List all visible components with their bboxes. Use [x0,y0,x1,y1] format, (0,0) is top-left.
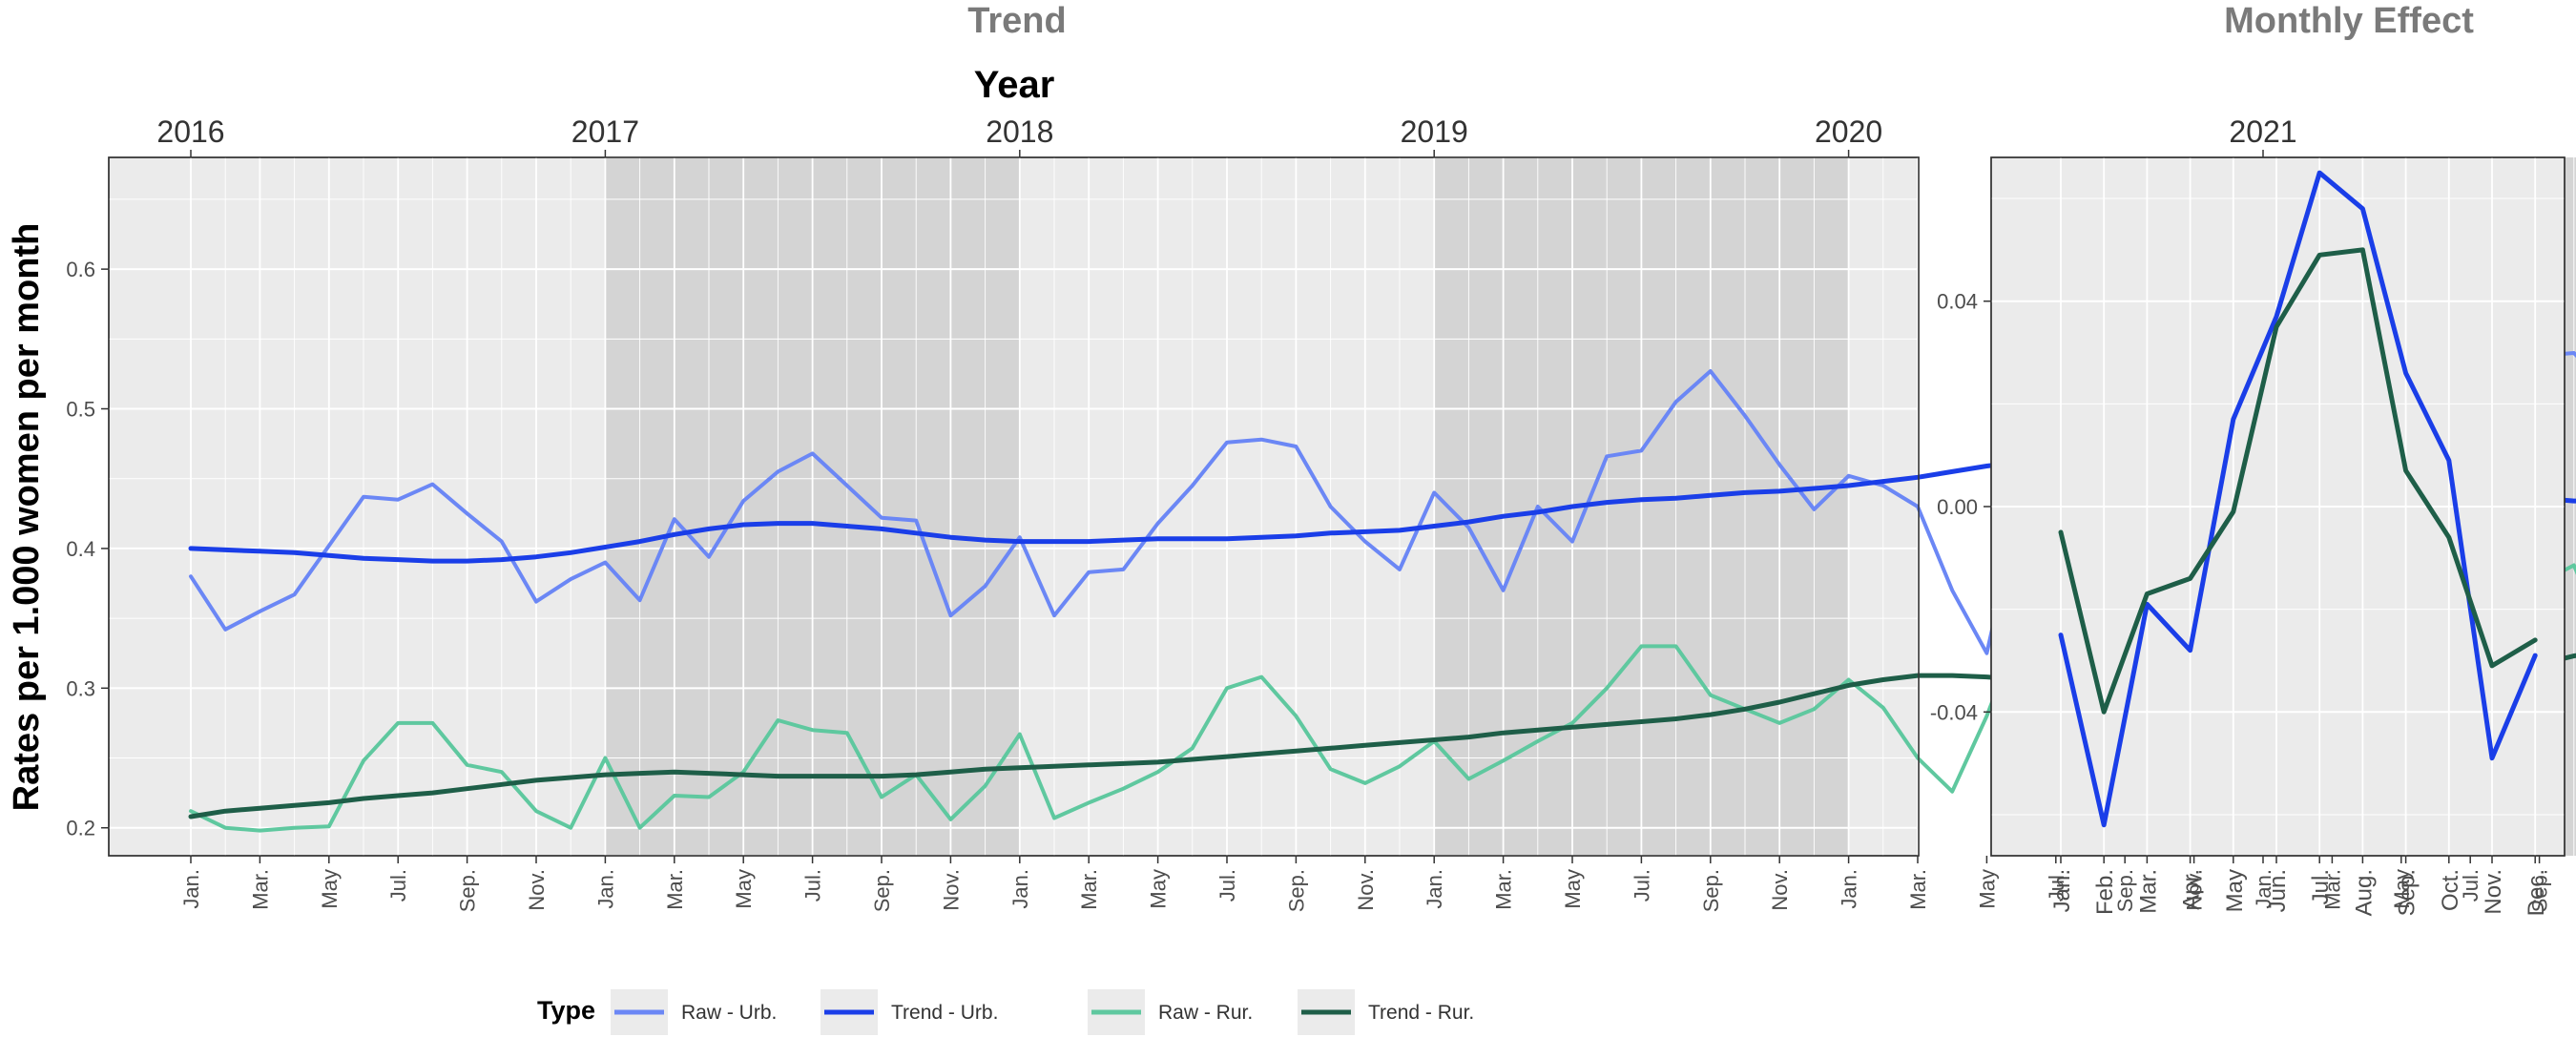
trend-month-label: Sep. [870,869,894,912]
trend-year-label: 2019 [1401,114,1468,149]
monthly-line-rur [2058,247,2538,715]
monthly-ytick-label: 0.00 [1937,495,1978,519]
trend-month-label: Sep. [2113,869,2137,912]
trend-month-label: Nov. [525,869,549,911]
trend-month-label: Mar. [1906,869,1930,910]
trend-month-label: Jul. [2459,869,2483,902]
monthly-series-lines [2058,170,2538,828]
legend-item-label: Raw - Urb. [681,1002,777,1024]
trend-year-label: 2016 [156,114,224,149]
trend-month-label: Mar. [1077,869,1101,910]
trend-month-label: Jul. [386,869,410,902]
trend-ytick-label: 0.4 [66,537,95,561]
trend-year-label: 2021 [2229,114,2296,149]
trend-month-label: Jan. [593,869,617,909]
trend-year-label: 2020 [1815,114,1882,149]
trend-month-label: May [1561,869,1585,909]
trend-month-label: Nov. [939,869,963,911]
monthly-month-label: Oct. [2438,869,2463,911]
monthly-effect-panel-title: Monthly Effect [2224,1,2474,41]
trend-month-label: Nov. [1354,869,1378,911]
trend-month-label: May [318,869,342,909]
series-line-trend-rur [188,653,2576,819]
trend-month-label: Sep. [1699,869,1723,912]
trend-ytick-label: 0.2 [66,817,95,840]
trend-ytick-label: 0.3 [66,676,95,700]
monthly-y-ticks: -0.04 0.00 0.04 [1930,290,1991,724]
trend-month-ticks: Jan. Mar. May Jul. Sep. Nov. Jan. Mar. May Jul. Se… [179,856,2552,912]
monthly-month-label: Aug. [2351,869,2377,916]
trend-month-label: Jul. [1630,869,1653,902]
trend-month-label: Sep. [1284,869,1308,912]
trend-year-label: 2017 [571,114,639,149]
monthly-month-label: Nov. [2481,869,2506,915]
trend-y-ticks: 0.2 0.3 0.4 0.5 0.6 [66,258,109,840]
monthly-month-label: Mar. [2135,869,2161,914]
trend-month-label: Jan. [179,869,203,909]
year-axis-title: Year [974,64,1055,106]
series-line-raw-urb [189,351,2576,655]
trend-month-label: May [2390,869,2414,909]
trend-month-label: Mar. [248,869,272,910]
monthly-ytick-label: -0.04 [1930,700,1978,724]
monthly-ytick-label: 0.04 [1937,290,1978,314]
legend-items: Raw - Urb. Trend - Urb. Raw - Rur. Trend - … [611,989,1474,1035]
monthly-line-urb [2058,170,2538,828]
trend-series-lines [188,351,2576,833]
trend-month-label: Jul. [2045,869,2068,902]
legend-item-label: Trend - Urb. [891,1002,998,1024]
trend-month-label: Mar. [2320,869,2344,910]
monthly-month-label: Jan. [2049,869,2075,912]
trend-month-label: Jul. [801,869,825,902]
legend: Type Raw - Urb. Trend - Urb. Raw - Rur. Tre… [537,989,1474,1035]
monthly-gridlines [1991,157,2565,856]
trend-month-label: Jan. [1008,869,1032,909]
trend-month-label: May [732,869,756,909]
trend-month-label: May [1975,869,1999,909]
monthly-month-label: Apr. [2179,869,2205,910]
trend-month-label: May [1147,869,1171,909]
monthly-x-ticks: Jan. Feb. Mar. Apr. May Jun. Jul. Aug. Sep. Oct. N… [2049,856,2549,916]
trend-month-label: Mar. [1492,869,1516,910]
trend-month-label: Jan. [2252,869,2275,909]
trend-ytick-label: 0.6 [66,258,95,281]
trend-month-label: Sep. [2528,869,2552,912]
trend-month-label: Jul. [1215,869,1239,902]
trend-year-label: 2018 [986,114,1053,149]
trend-month-label: Nov. [2183,869,2207,911]
monthly-month-label: Jun. [2265,869,2291,912]
monthly-month-label: Dec. [2524,869,2549,916]
monthly-month-label: Feb. [2092,869,2118,915]
legend-item-label: Raw - Rur. [1158,1002,1253,1024]
monthly-effect-panel: -0.04 0.00 0.04 Jan. Feb. Mar. Apr. May Jun. Jul… [1930,156,2566,916]
legend-item-label: Trend - Rur. [1368,1002,1474,1024]
trend-month-label: Nov. [1768,869,1792,911]
series-line-raw-rur [189,563,2576,833]
trend-month-label: Mar. [663,869,687,910]
monthly-month-label: May [2222,869,2248,912]
trend-ytick-label: 0.5 [66,398,95,422]
y-axis-title: Rates per 1.000 women per month [7,223,47,812]
monthly-month-label: Sep. [2395,869,2420,916]
trend-panel-title: Trend [967,1,1066,41]
trend-plot-border [108,156,1920,857]
trend-month-label: Jan. [1423,869,1446,909]
trend-year-ticks: 201620172018201920202021202220232024 [156,114,2297,157]
trend-month-label: Jan. [1838,869,1861,909]
series-line-trend-urb [188,441,2576,564]
legend-title: Type [537,996,595,1025]
trend-month-label: Sep. [456,869,480,912]
monthly-month-label: Jul. [2308,869,2334,904]
